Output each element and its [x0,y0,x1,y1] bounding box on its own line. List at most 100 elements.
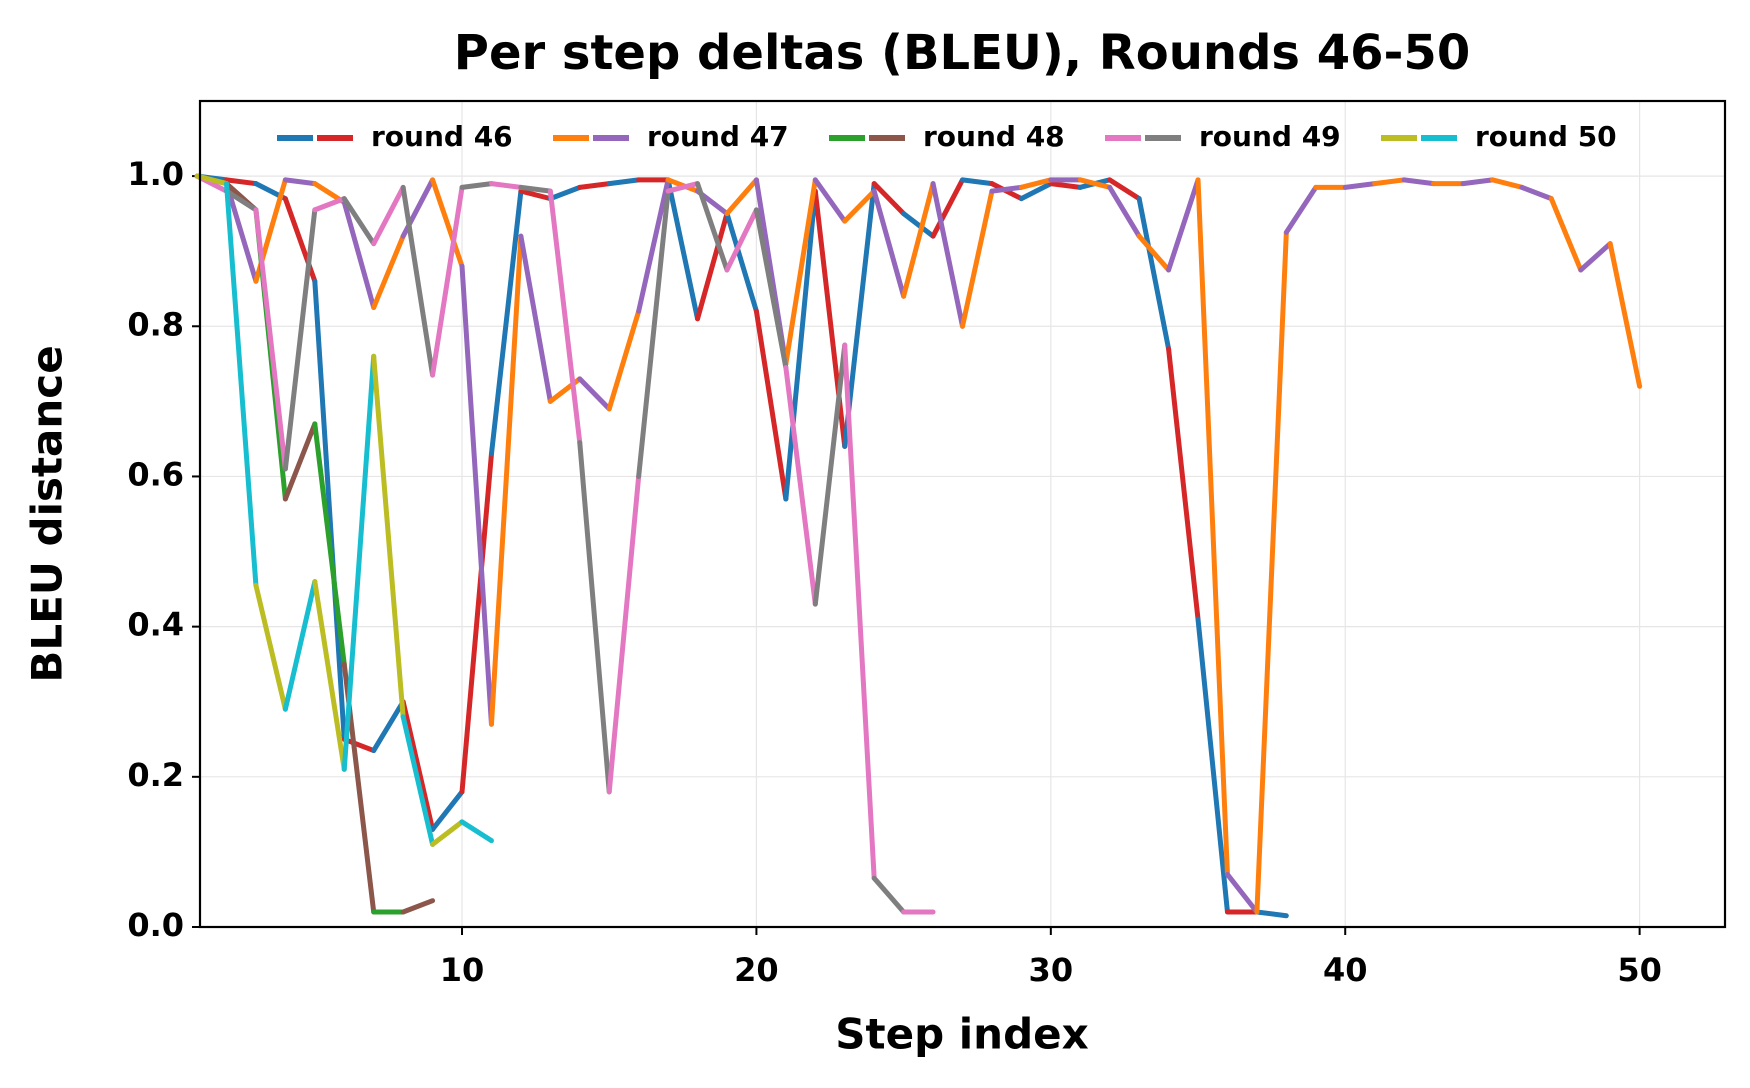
line-segment [783,365,818,607]
line-segment [1077,177,1113,190]
line-segment [430,177,465,269]
line-segment [871,875,907,915]
line-segment [606,308,642,412]
line-segment [665,181,701,194]
line-segment [341,353,377,772]
line-segment [577,376,612,412]
line-segment [223,181,259,588]
line-segment [1254,909,1289,919]
line-segment [547,184,583,202]
legend-label: round 48 [923,120,1065,153]
line-segment [223,181,259,284]
x-tick-label: 10 [440,951,485,989]
legend-label: round 50 [1475,120,1617,153]
line-segment [253,207,288,472]
line-segment [518,233,553,404]
line-segment [753,207,789,371]
line-segment [577,440,612,795]
x-tick-label: 20 [734,951,779,989]
line-segment [341,196,377,247]
line-segment [1283,184,1319,235]
line-segment [430,789,465,832]
line-segment [606,177,642,187]
line-segment [1018,177,1054,190]
line-segment [341,199,377,310]
chart-title: Per step deltas (BLEU), Rounds 46-50 [454,25,1470,81]
line-segment [282,421,318,502]
x-axis-label: Step index [835,1010,1088,1059]
line-segment [518,184,553,194]
line-segment [960,188,995,329]
line-segment [341,736,377,754]
line-segment [1372,177,1407,187]
line-segment [842,342,877,881]
line-segment [312,421,347,667]
line-segment [400,898,436,915]
line-segment [400,699,436,832]
line-segment [1401,177,1437,187]
line-segment [1166,346,1201,622]
line-segment [960,177,995,187]
line-segment [1254,229,1289,915]
line-segment [1166,177,1201,273]
line-segment [1519,184,1554,202]
line-segment [459,181,494,190]
line-segment [194,173,229,187]
line-segment [253,582,288,712]
plot-frame [198,99,1727,929]
y-tick-label: 0.2 [127,756,184,794]
line-segment [1489,177,1525,190]
x-tick-label: 40 [1323,951,1368,989]
line-segment [400,714,436,847]
line-segment [724,211,759,314]
line-segment [724,177,759,217]
line-segment [488,233,524,727]
line-segment [371,233,406,310]
line-segment [430,184,465,378]
line-segment [1342,181,1378,190]
y-tick-label: 0.8 [127,305,184,343]
line-segment [930,181,965,329]
line-segment [901,181,936,299]
line-segment [547,188,583,446]
line-segment [842,188,877,224]
line-segment [223,188,259,213]
line-segment [459,819,494,844]
line-segment [1107,177,1142,202]
line-segment [371,353,406,720]
legend-label: round 46 [371,120,513,153]
line-segment [812,342,848,607]
line-segment [312,579,347,772]
line-segment [1607,241,1643,389]
y-axis-label: BLEU distance [23,345,72,682]
line-segment [1136,196,1172,352]
line-segment [312,196,347,213]
line-segment [459,263,494,727]
line-segment [636,188,671,479]
line-segment [577,181,612,190]
line-segment [488,181,524,190]
line-segment [930,177,965,239]
line-segment [371,699,406,754]
line-segment [282,177,318,187]
x-tick-label: 30 [1029,951,1074,989]
line-segment [636,177,671,314]
line-segment [1195,616,1230,915]
line-segment [812,177,848,224]
line-segment [1460,177,1495,187]
line-segment [695,181,730,273]
line-segment [695,211,730,322]
line-segment [871,181,907,217]
line-segment [1224,871,1260,915]
line-segment [1548,196,1584,273]
legend-label: round 47 [647,120,789,153]
y-tick-label: 0.0 [127,906,184,944]
line-segment [371,184,406,247]
legend-label: round 49 [1199,120,1341,153]
line-segment [282,579,318,712]
y-tick-label: 0.4 [127,606,184,644]
line-segment [783,177,818,367]
line-segment [459,451,494,795]
